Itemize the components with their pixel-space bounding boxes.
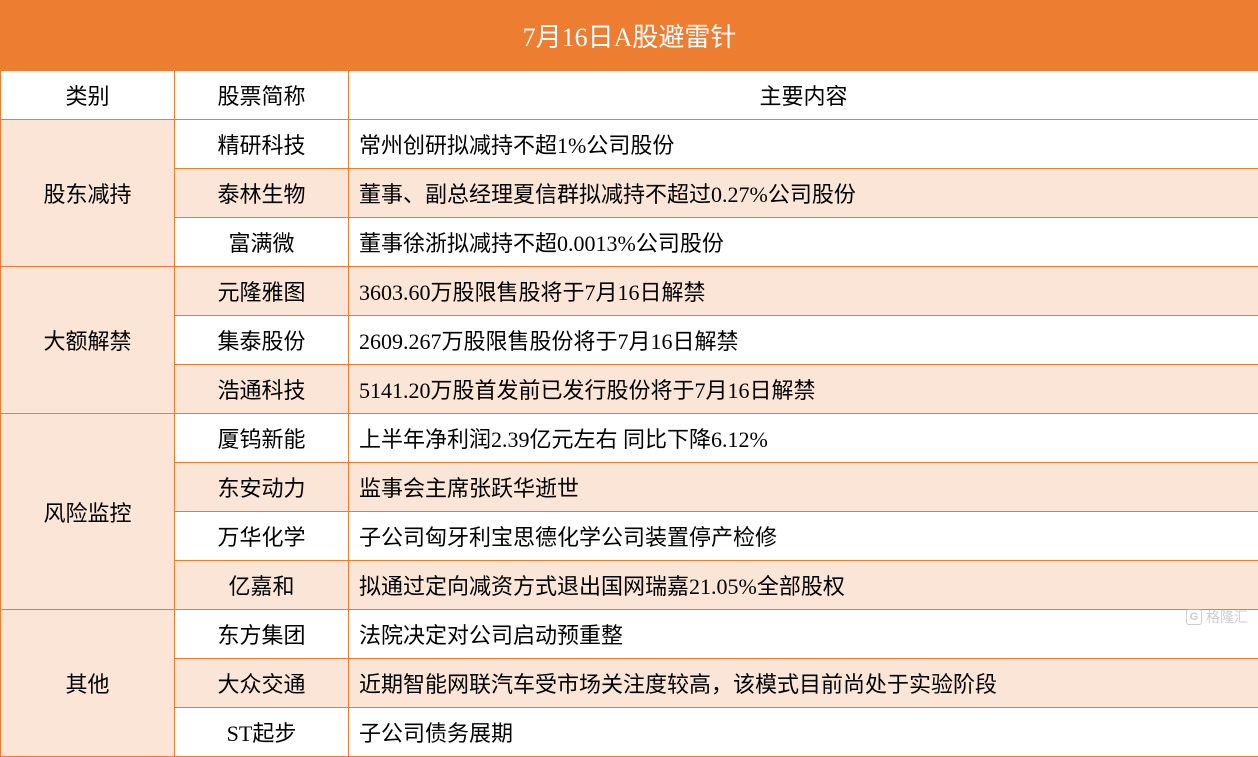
table-row: 大额解禁 元隆雅图 3603.60万股限售股将于7月16日解禁 xyxy=(1,267,1258,316)
table-row: 东安动力 监事会主席张跃华逝世 xyxy=(1,463,1258,512)
stock-cell: 万华化学 xyxy=(175,512,349,561)
table-row: ST起步 子公司债务展期 xyxy=(1,708,1258,757)
category-cell: 股东减持 xyxy=(1,120,175,267)
stock-cell: ST起步 xyxy=(175,708,349,757)
content-cell: 常州创研拟减持不超1%公司股份 xyxy=(349,120,1258,169)
content-cell: 拟通过定向减资方式退出国网瑞嘉21.05%全部股权 xyxy=(349,561,1258,610)
stock-cell: 元隆雅图 xyxy=(175,267,349,316)
table-row: 万华化学 子公司匈牙利宝思德化学公司装置停产检修 xyxy=(1,512,1258,561)
watermark: G 格隆汇 xyxy=(1186,607,1248,627)
table-row: 亿嘉和 拟通过定向减资方式退出国网瑞嘉21.05%全部股权 xyxy=(1,561,1258,610)
table-row: 集泰股份 2609.267万股限售股份将于7月16日解禁 xyxy=(1,316,1258,365)
table-row: 风险监控 厦钨新能 上半年净利润2.39亿元左右 同比下降6.12% xyxy=(1,414,1258,463)
stock-cell: 富满微 xyxy=(175,218,349,267)
title-row: 7月16日A股避雷针 xyxy=(1,1,1258,71)
table-row: 大众交通 近期智能网联汽车受市场关注度较高，该模式目前尚处于实验阶段 xyxy=(1,659,1258,708)
content-cell: 5141.20万股首发前已发行股份将于7月16日解禁 xyxy=(349,365,1258,414)
content-cell: 法院决定对公司启动预重整 xyxy=(349,610,1258,659)
table-row: 富满微 董事徐浙拟减持不超0.0013%公司股份 xyxy=(1,218,1258,267)
header-content: 主要内容 xyxy=(349,71,1258,120)
table-row: 泰林生物 董事、副总经理夏信群拟减持不超过0.27%公司股份 xyxy=(1,169,1258,218)
header-row: 类别 股票简称 主要内容 xyxy=(1,71,1258,120)
stock-cell: 浩通科技 xyxy=(175,365,349,414)
content-cell: 子公司债务展期 xyxy=(349,708,1258,757)
table-row: 浩通科技 5141.20万股首发前已发行股份将于7月16日解禁 xyxy=(1,365,1258,414)
watermark-text: 格隆汇 xyxy=(1206,607,1248,627)
content-cell: 子公司匈牙利宝思德化学公司装置停产检修 xyxy=(349,512,1258,561)
stock-cell: 东方集团 xyxy=(175,610,349,659)
stock-cell: 东安动力 xyxy=(175,463,349,512)
content-cell: 3603.60万股限售股将于7月16日解禁 xyxy=(349,267,1258,316)
content-cell: 监事会主席张跃华逝世 xyxy=(349,463,1258,512)
header-stock: 股票简称 xyxy=(175,71,349,120)
stock-cell: 集泰股份 xyxy=(175,316,349,365)
stock-cell: 泰林生物 xyxy=(175,169,349,218)
content-cell: 上半年净利润2.39亿元左右 同比下降6.12% xyxy=(349,414,1258,463)
category-cell: 风险监控 xyxy=(1,414,175,610)
stock-risk-table: 7月16日A股避雷针 类别 股票简称 主要内容 股东减持 精研科技 常州创研拟减… xyxy=(0,0,1258,757)
content-cell: 近期智能网联汽车受市场关注度较高，该模式目前尚处于实验阶段 xyxy=(349,659,1258,708)
header-category: 类别 xyxy=(1,71,175,120)
content-cell: 2609.267万股限售股份将于7月16日解禁 xyxy=(349,316,1258,365)
table-row: 其他 东方集团 法院决定对公司启动预重整 xyxy=(1,610,1258,659)
stock-cell: 亿嘉和 xyxy=(175,561,349,610)
watermark-icon: G xyxy=(1186,609,1202,625)
stock-cell: 厦钨新能 xyxy=(175,414,349,463)
table-title: 7月16日A股避雷针 xyxy=(1,1,1258,71)
content-cell: 董事徐浙拟减持不超0.0013%公司股份 xyxy=(349,218,1258,267)
content-cell: 董事、副总经理夏信群拟减持不超过0.27%公司股份 xyxy=(349,169,1258,218)
stock-cell: 精研科技 xyxy=(175,120,349,169)
table-row: 股东减持 精研科技 常州创研拟减持不超1%公司股份 xyxy=(1,120,1258,169)
stock-cell: 大众交通 xyxy=(175,659,349,708)
category-cell: 大额解禁 xyxy=(1,267,175,414)
category-cell: 其他 xyxy=(1,610,175,757)
